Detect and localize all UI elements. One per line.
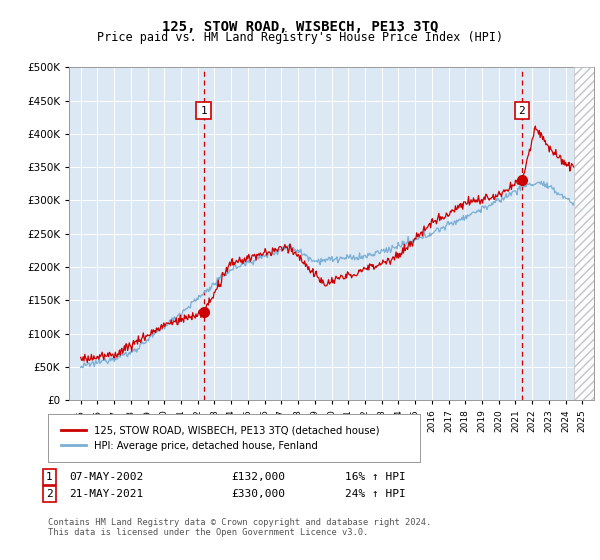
- Text: £330,000: £330,000: [231, 489, 285, 499]
- Text: Price paid vs. HM Land Registry's House Price Index (HPI): Price paid vs. HM Land Registry's House …: [97, 31, 503, 44]
- Bar: [574, 67, 599, 400]
- Text: 21-MAY-2021: 21-MAY-2021: [69, 489, 143, 499]
- Text: Contains HM Land Registry data © Crown copyright and database right 2024.
This d: Contains HM Land Registry data © Crown c…: [48, 518, 431, 538]
- Legend: 125, STOW ROAD, WISBECH, PE13 3TQ (detached house), HPI: Average price, detached: 125, STOW ROAD, WISBECH, PE13 3TQ (detac…: [57, 422, 383, 455]
- Text: £132,000: £132,000: [231, 472, 285, 482]
- Text: 125, STOW ROAD, WISBECH, PE13 3TQ: 125, STOW ROAD, WISBECH, PE13 3TQ: [162, 20, 438, 34]
- Text: 24% ↑ HPI: 24% ↑ HPI: [345, 489, 406, 499]
- Text: 2: 2: [46, 489, 53, 499]
- Text: 2: 2: [518, 105, 525, 115]
- Text: 16% ↑ HPI: 16% ↑ HPI: [345, 472, 406, 482]
- Text: 07-MAY-2002: 07-MAY-2002: [69, 472, 143, 482]
- Text: 1: 1: [200, 105, 207, 115]
- Text: 1: 1: [46, 472, 53, 482]
